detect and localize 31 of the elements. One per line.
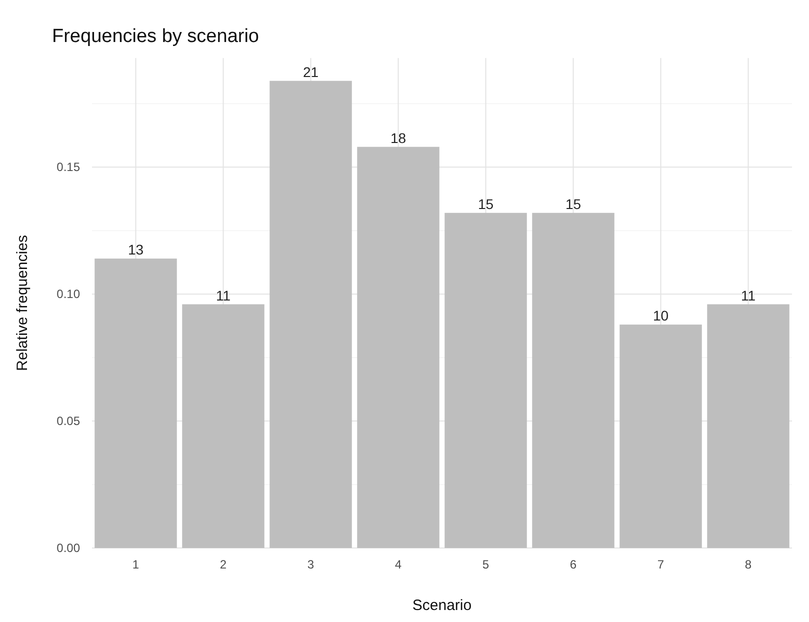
x-tick-label: 4 [394, 558, 402, 572]
x-tick-label: 3 [307, 558, 314, 572]
y-axis-title: Relative frequencies [14, 235, 31, 371]
x-tick-label: 5 [482, 558, 490, 572]
y-tick-label: 0.15 [56, 160, 80, 174]
chart-title: Frequencies by scenario [52, 26, 259, 47]
bar [444, 212, 527, 548]
bar [532, 212, 614, 548]
bar [620, 324, 702, 548]
y-tick-label: 0.10 [56, 286, 80, 301]
x-tick-label: 2 [220, 558, 227, 572]
annotation: 11 [216, 287, 231, 304]
annotation: 21 [302, 64, 319, 80]
x-tick-label: 1 [132, 558, 140, 572]
annotation: 18 [390, 130, 406, 146]
bar [270, 80, 352, 548]
bar [94, 258, 177, 548]
annotation: 15 [478, 196, 494, 212]
annotation: 13 [128, 242, 144, 258]
x-tick-label: 6 [570, 558, 577, 572]
x-axis-title: Scenario [412, 597, 472, 614]
x-tick-label: 8 [744, 558, 752, 572]
x-tick-label: 7 [657, 558, 664, 572]
y-tick-label: 0.00 [56, 540, 80, 555]
y-tick-label: 0.05 [56, 414, 80, 428]
bar [357, 146, 440, 548]
annotation: 11 [740, 287, 756, 304]
bar [707, 304, 790, 548]
annotation: 10 [652, 308, 669, 324]
bar [182, 304, 264, 548]
annotation: 15 [565, 196, 582, 212]
